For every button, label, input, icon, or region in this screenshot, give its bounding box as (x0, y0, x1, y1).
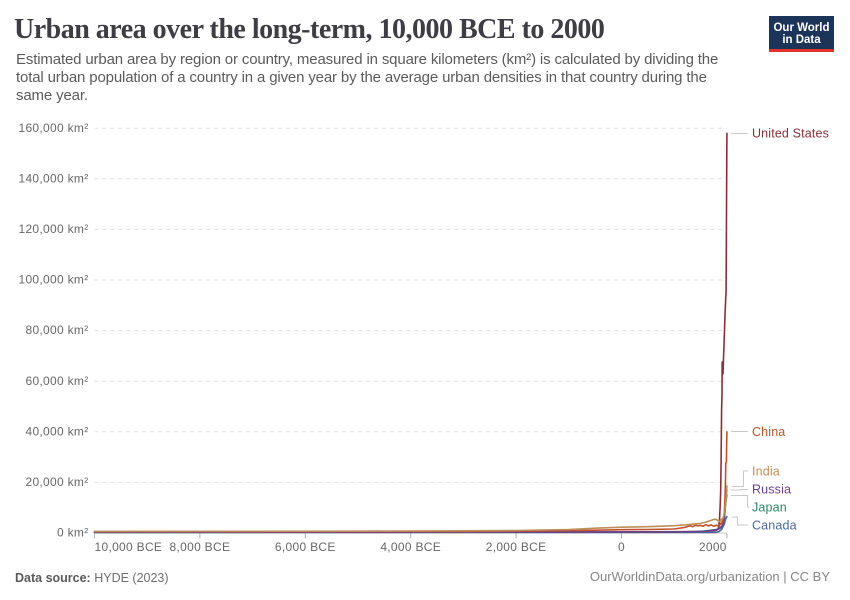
svg-text:Russia: Russia (752, 482, 791, 496)
svg-text:120,000 km²: 120,000 km² (18, 222, 88, 236)
svg-text:4,000 BCE: 4,000 BCE (380, 540, 441, 554)
svg-text:2000: 2000 (699, 540, 727, 554)
svg-text:0 km²: 0 km² (57, 526, 89, 540)
svg-text:80,000 km²: 80,000 km² (25, 323, 88, 337)
svg-text:140,000 km²: 140,000 km² (18, 171, 88, 185)
svg-text:20,000 km²: 20,000 km² (25, 475, 88, 489)
svg-text:Japan: Japan (752, 500, 787, 514)
svg-text:100,000 km²: 100,000 km² (18, 273, 88, 287)
svg-text:0: 0 (618, 540, 625, 554)
svg-text:2,000 BCE: 2,000 BCE (486, 540, 547, 554)
svg-text:60,000 km²: 60,000 km² (25, 374, 88, 388)
svg-text:India: India (752, 464, 780, 478)
svg-text:160,000 km²: 160,000 km² (18, 121, 88, 135)
svg-text:United States: United States (752, 127, 829, 141)
svg-text:10,000 BCE: 10,000 BCE (95, 540, 163, 554)
svg-text:40,000 km²: 40,000 km² (25, 424, 88, 438)
svg-text:8,000 BCE: 8,000 BCE (170, 540, 231, 554)
svg-text:Canada: Canada (752, 518, 797, 532)
svg-text:China: China (752, 425, 785, 439)
svg-text:6,000 BCE: 6,000 BCE (275, 540, 336, 554)
